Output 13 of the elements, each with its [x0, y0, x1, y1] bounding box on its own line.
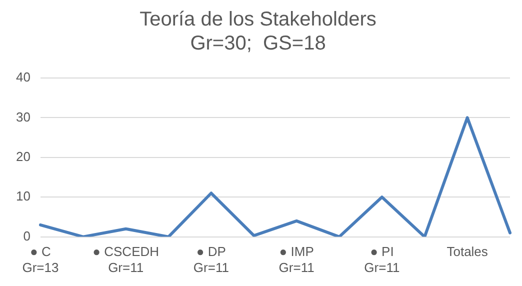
- x-tick-label: ● IMP Gr=11: [278, 244, 314, 275]
- y-tick-label: 0: [23, 228, 30, 244]
- y-tick-label: 30: [16, 109, 30, 124]
- x-tick-label: ● DP Gr=11: [193, 244, 229, 275]
- y-tick-label: 10: [16, 188, 30, 204]
- x-tick-label: Totales: [446, 244, 488, 260]
- x-tick-label: ● PI Gr=11: [364, 244, 400, 275]
- y-tick-label: 20: [16, 148, 30, 164]
- x-tick-label: ● CSCEDH Gr=11: [92, 244, 160, 275]
- chart-subtitle: Gr=30; GS=18: [190, 32, 326, 55]
- chart-title: Teoría de los Stakeholders: [140, 8, 376, 31]
- y-tick-label: 40: [16, 70, 30, 85]
- x-tick-label: ● C Gr=13: [22, 244, 59, 275]
